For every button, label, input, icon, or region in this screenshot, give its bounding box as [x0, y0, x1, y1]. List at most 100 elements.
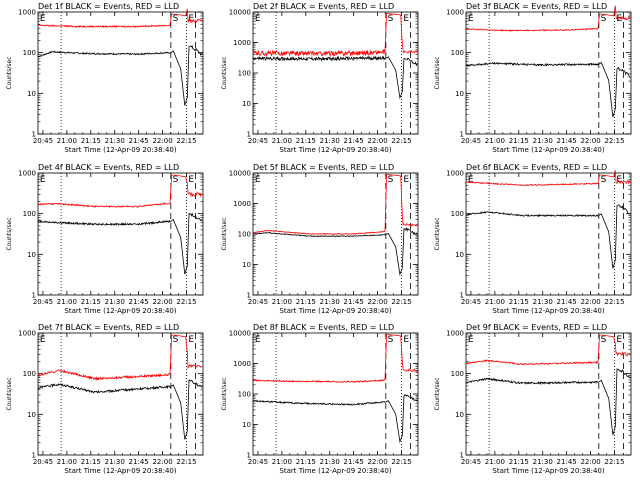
y-tick-label: 1 [460, 292, 464, 300]
y-tick-label: 10 [27, 90, 36, 98]
x-tick-label: 20:45 [248, 298, 268, 306]
marker-e-label: E [468, 14, 474, 24]
x-tick-label: 22:00 [152, 298, 172, 306]
series-lld-line [37, 174, 203, 209]
plot-frame [37, 172, 204, 296]
y-tick-label: 100 [238, 231, 251, 239]
series-events-line [465, 368, 631, 436]
y-axis-label: Counts/sec [6, 377, 13, 410]
x-axis-label: Start Time (12-Apr-09 20:38:40) [64, 467, 176, 475]
y-tick-label: 10 [27, 411, 36, 419]
x-tick-label: 21:00 [485, 298, 505, 306]
series-lld-line [252, 12, 418, 58]
y-axis-label: Counts/sec [6, 56, 13, 89]
panel-title: Det 7f BLACK = Events, RED = LLD [38, 323, 179, 332]
x-tick-label: 22:00 [580, 137, 600, 145]
y-axis-label: Counts/sec [6, 217, 13, 250]
y-tick-label: 1000 [233, 200, 251, 208]
panel-title: Det 9f BLACK = Events, RED = LLD [466, 323, 607, 332]
marker-e-label: E [255, 14, 261, 24]
series-lld-line [465, 5, 631, 32]
panel-title: Det 2f BLACK = Events, RED = LLD [253, 2, 394, 11]
marker-s-label: S [388, 175, 394, 185]
marker-e-label: E [188, 335, 194, 345]
x-tick-label: 22:15 [176, 137, 196, 145]
y-tick-label: 1 [32, 292, 36, 300]
series-lld-line [37, 334, 203, 381]
x-tick-label: 21:00 [485, 458, 505, 466]
y-tick-label: 10 [455, 251, 464, 259]
x-tick-label: 21:30 [533, 298, 553, 306]
y-axis-label: Counts/sec [221, 217, 228, 250]
series-events-line [37, 45, 203, 106]
x-axis-label: Start Time (12-Apr-09 20:38:40) [279, 307, 391, 315]
x-tick-label: 21:45 [344, 458, 364, 466]
y-tick-label: 10 [455, 411, 464, 419]
x-tick-label: 22:15 [604, 137, 624, 145]
x-tick-label: 21:30 [105, 298, 125, 306]
series-lld-line [252, 333, 418, 384]
y-tick-label: 1 [247, 452, 251, 460]
y-tick-label: 100 [23, 370, 36, 378]
x-tick-label: 21:45 [557, 137, 577, 145]
marker-e-label: E [188, 175, 194, 185]
x-tick-label: 21:00 [57, 137, 77, 145]
x-tick-label: 22:00 [580, 458, 600, 466]
x-tick-label: 21:45 [129, 458, 149, 466]
marker-s-label: S [388, 335, 394, 345]
x-tick-label: 21:00 [485, 137, 505, 145]
x-axis-label: Start Time (12-Apr-09 20:38:40) [492, 307, 604, 315]
x-tick-label: 20:45 [33, 458, 53, 466]
panel-title: Det 4f BLACK = Events, RED = LLD [38, 163, 179, 172]
y-tick-label: 100 [238, 391, 251, 399]
plot-frame [465, 172, 632, 296]
x-tick-label: 22:00 [367, 458, 387, 466]
x-tick-label: 21:15 [81, 458, 101, 466]
y-tick-label: 1 [460, 131, 464, 139]
x-tick-label: 21:00 [57, 298, 77, 306]
series-events-line [253, 226, 418, 276]
marker-s-label: S [173, 14, 179, 24]
y-tick-label: 1 [32, 131, 36, 139]
x-tick-label: 21:30 [533, 458, 553, 466]
marker-s-label: S [601, 335, 607, 345]
plot-frame [37, 11, 204, 135]
x-tick-label: 20:45 [33, 137, 53, 145]
x-tick-label: 22:00 [367, 298, 387, 306]
y-tick-label: 100 [238, 70, 251, 78]
x-tick-label: 21:15 [296, 458, 316, 466]
x-tick-label: 20:45 [248, 137, 268, 145]
marker-e-label: E [40, 14, 46, 24]
x-tick-label: 21:30 [105, 137, 125, 145]
marker-s-label: S [601, 14, 607, 24]
marker-s-label: S [601, 175, 607, 185]
marker-e-label: E [403, 175, 409, 185]
y-axis-label: Counts/sec [434, 217, 441, 250]
marker-e-label: E [188, 14, 194, 24]
marker-e-label: E [616, 335, 622, 345]
y-tick-label: 100 [451, 49, 464, 57]
x-tick-label: 21:15 [509, 298, 529, 306]
x-axis-label: Start Time (12-Apr-09 20:38:40) [279, 146, 391, 154]
series-lld-line [37, 8, 203, 29]
y-tick-label: 10000 [229, 330, 251, 338]
panel-2: Det 2f BLACK = Events, RED = LLD 1 10 100 10… [221, 2, 419, 154]
y-tick-label: 100 [23, 49, 36, 57]
y-tick-label: 10 [27, 251, 36, 259]
panel-5: Det 5f BLACK = Events, RED = LLD 1 10 100 10… [221, 163, 419, 315]
x-tick-label: 22:00 [152, 137, 172, 145]
x-tick-label: 20:45 [461, 137, 481, 145]
y-tick-label: 1 [247, 292, 251, 300]
plot-frame [465, 11, 632, 135]
panel-title: Det 6f BLACK = Events, RED = LLD [466, 163, 607, 172]
panel-6: Det 6f BLACK = Events, RED = LLD 1 10 100 10… [434, 163, 632, 315]
y-tick-label: 10000 [229, 170, 251, 178]
panel-title: Det 1f BLACK = Events, RED = LLD [38, 2, 179, 11]
series-events-line [252, 394, 418, 444]
x-tick-label: 22:15 [176, 458, 196, 466]
marker-e-label: E [40, 175, 46, 185]
x-axis-label: Start Time (12-Apr-09 20:38:40) [279, 467, 391, 475]
series-events-line [37, 379, 203, 440]
x-tick-label: 21:00 [272, 458, 292, 466]
marker-e-label: E [468, 175, 474, 185]
